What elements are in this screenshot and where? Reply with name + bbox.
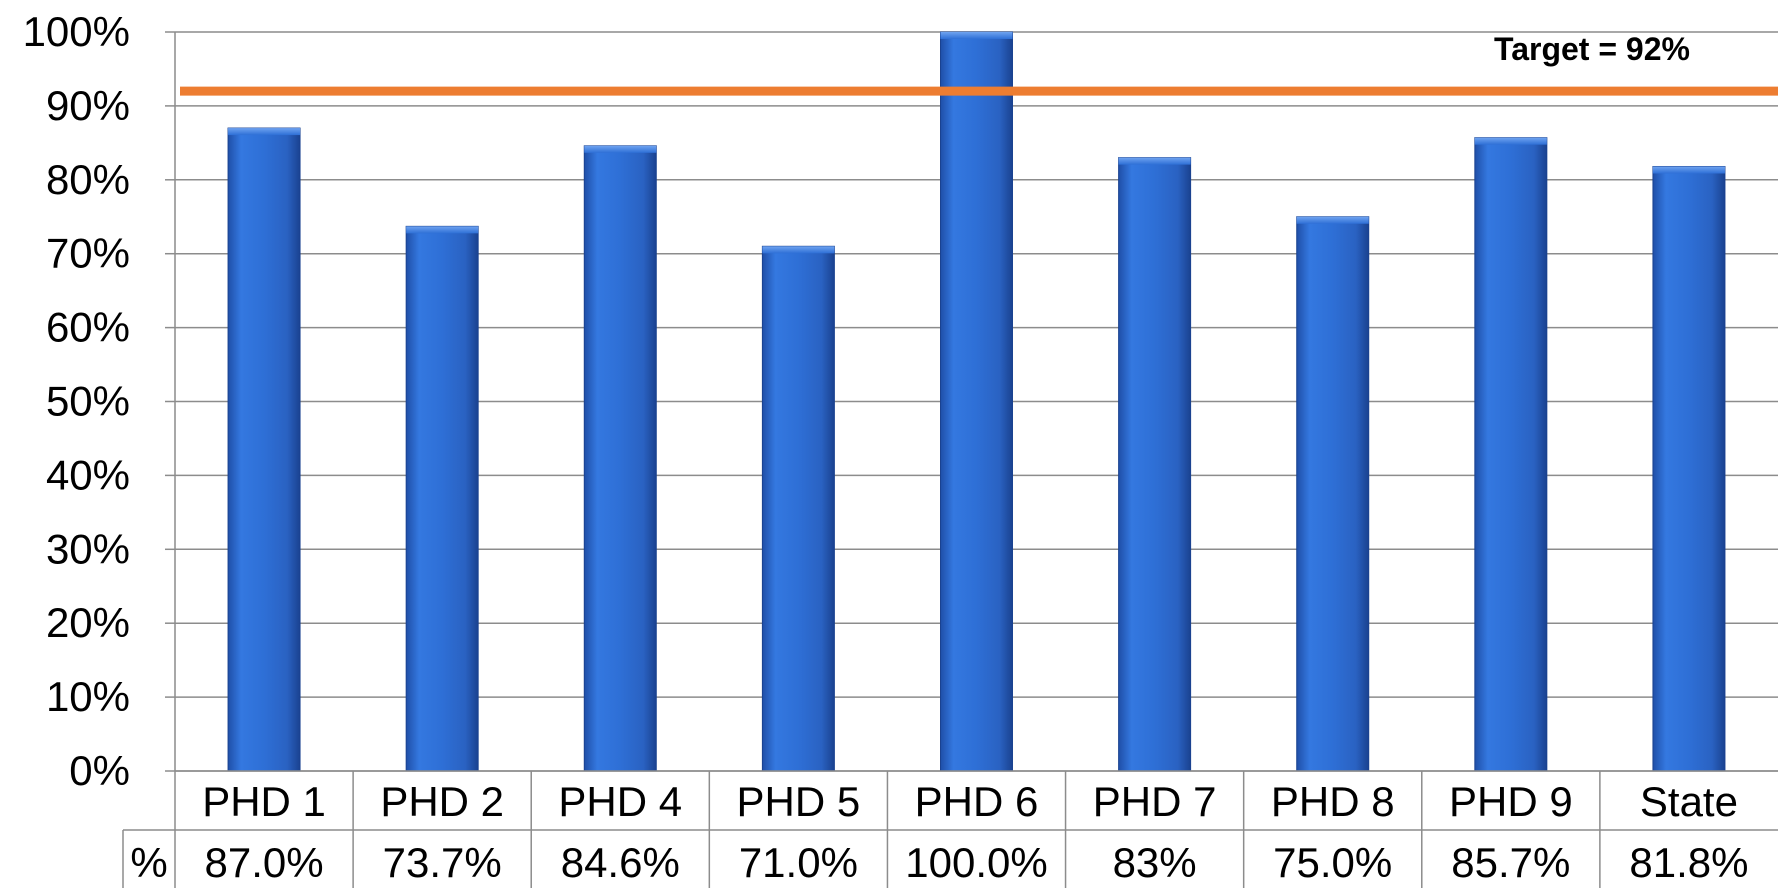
- bar-top-highlight: [406, 226, 479, 234]
- bar: [1474, 137, 1548, 772]
- value-label: 100.0%: [905, 839, 1047, 886]
- bar-top-highlight: [228, 128, 301, 136]
- bar: [1652, 165, 1726, 772]
- y-tick-label: 60%: [46, 304, 130, 351]
- bar: [940, 31, 1013, 772]
- target-line-group: Target = 92%: [180, 31, 1778, 96]
- y-tick-label: 70%: [46, 230, 130, 277]
- bar: [761, 245, 835, 772]
- category-label: PHD 6: [915, 778, 1039, 825]
- bar: [227, 127, 301, 772]
- value-label: 85.7%: [1451, 839, 1570, 886]
- bar-top-highlight: [584, 145, 657, 153]
- bar-top-highlight: [1296, 216, 1369, 224]
- bar: [405, 225, 479, 772]
- y-tick-label: 10%: [46, 673, 130, 720]
- category-label: PHD 4: [558, 778, 682, 825]
- y-tick-label: 30%: [46, 525, 130, 572]
- category-label: PHD 8: [1271, 778, 1395, 825]
- y-axis-ticks: 0% 10% 20% 30% 40% 50% 60% 70% 80% 90% 100%: [23, 8, 175, 794]
- target-label: Target = 92%: [1494, 31, 1690, 67]
- y-tick-label: 50%: [46, 378, 130, 425]
- y-tick-label: 40%: [46, 451, 130, 498]
- bars: [227, 31, 1726, 772]
- bar: [1296, 216, 1370, 772]
- bar: [1118, 157, 1192, 772]
- category-label: PHD 9: [1449, 778, 1573, 825]
- bar-top-highlight: [762, 246, 835, 254]
- table-row-label: %: [130, 839, 167, 886]
- value-label: 87.0%: [205, 839, 324, 886]
- value-label: 75.0%: [1273, 839, 1392, 886]
- data-table: % PHD 1 87.0% PHD 2 73.7% PHD 4 84.6% PHD 5 71.0…: [122, 770, 1778, 888]
- value-label: 81.8%: [1629, 839, 1748, 886]
- y-tick-label: 80%: [46, 156, 130, 203]
- category-label: PHD 1: [202, 778, 326, 825]
- bar-top-highlight: [1118, 157, 1191, 165]
- category-label: PHD 5: [737, 778, 861, 825]
- value-label: 83%: [1113, 839, 1197, 886]
- bar-top-highlight: [1652, 166, 1725, 174]
- value-label: 73.7%: [383, 839, 502, 886]
- category-label: PHD 2: [380, 778, 504, 825]
- bar-top-highlight: [1474, 137, 1547, 145]
- value-label: 71.0%: [739, 839, 858, 886]
- category-label: State: [1640, 778, 1738, 825]
- bar-top-highlight: [940, 32, 1013, 39]
- y-tick-label: 90%: [46, 82, 130, 129]
- y-tick-label: 100%: [23, 8, 130, 55]
- y-tick-label: 0%: [69, 747, 130, 794]
- value-label: 84.6%: [561, 839, 680, 886]
- y-tick-label: 20%: [46, 599, 130, 646]
- bar: [583, 145, 657, 772]
- category-label: PHD 7: [1093, 778, 1217, 825]
